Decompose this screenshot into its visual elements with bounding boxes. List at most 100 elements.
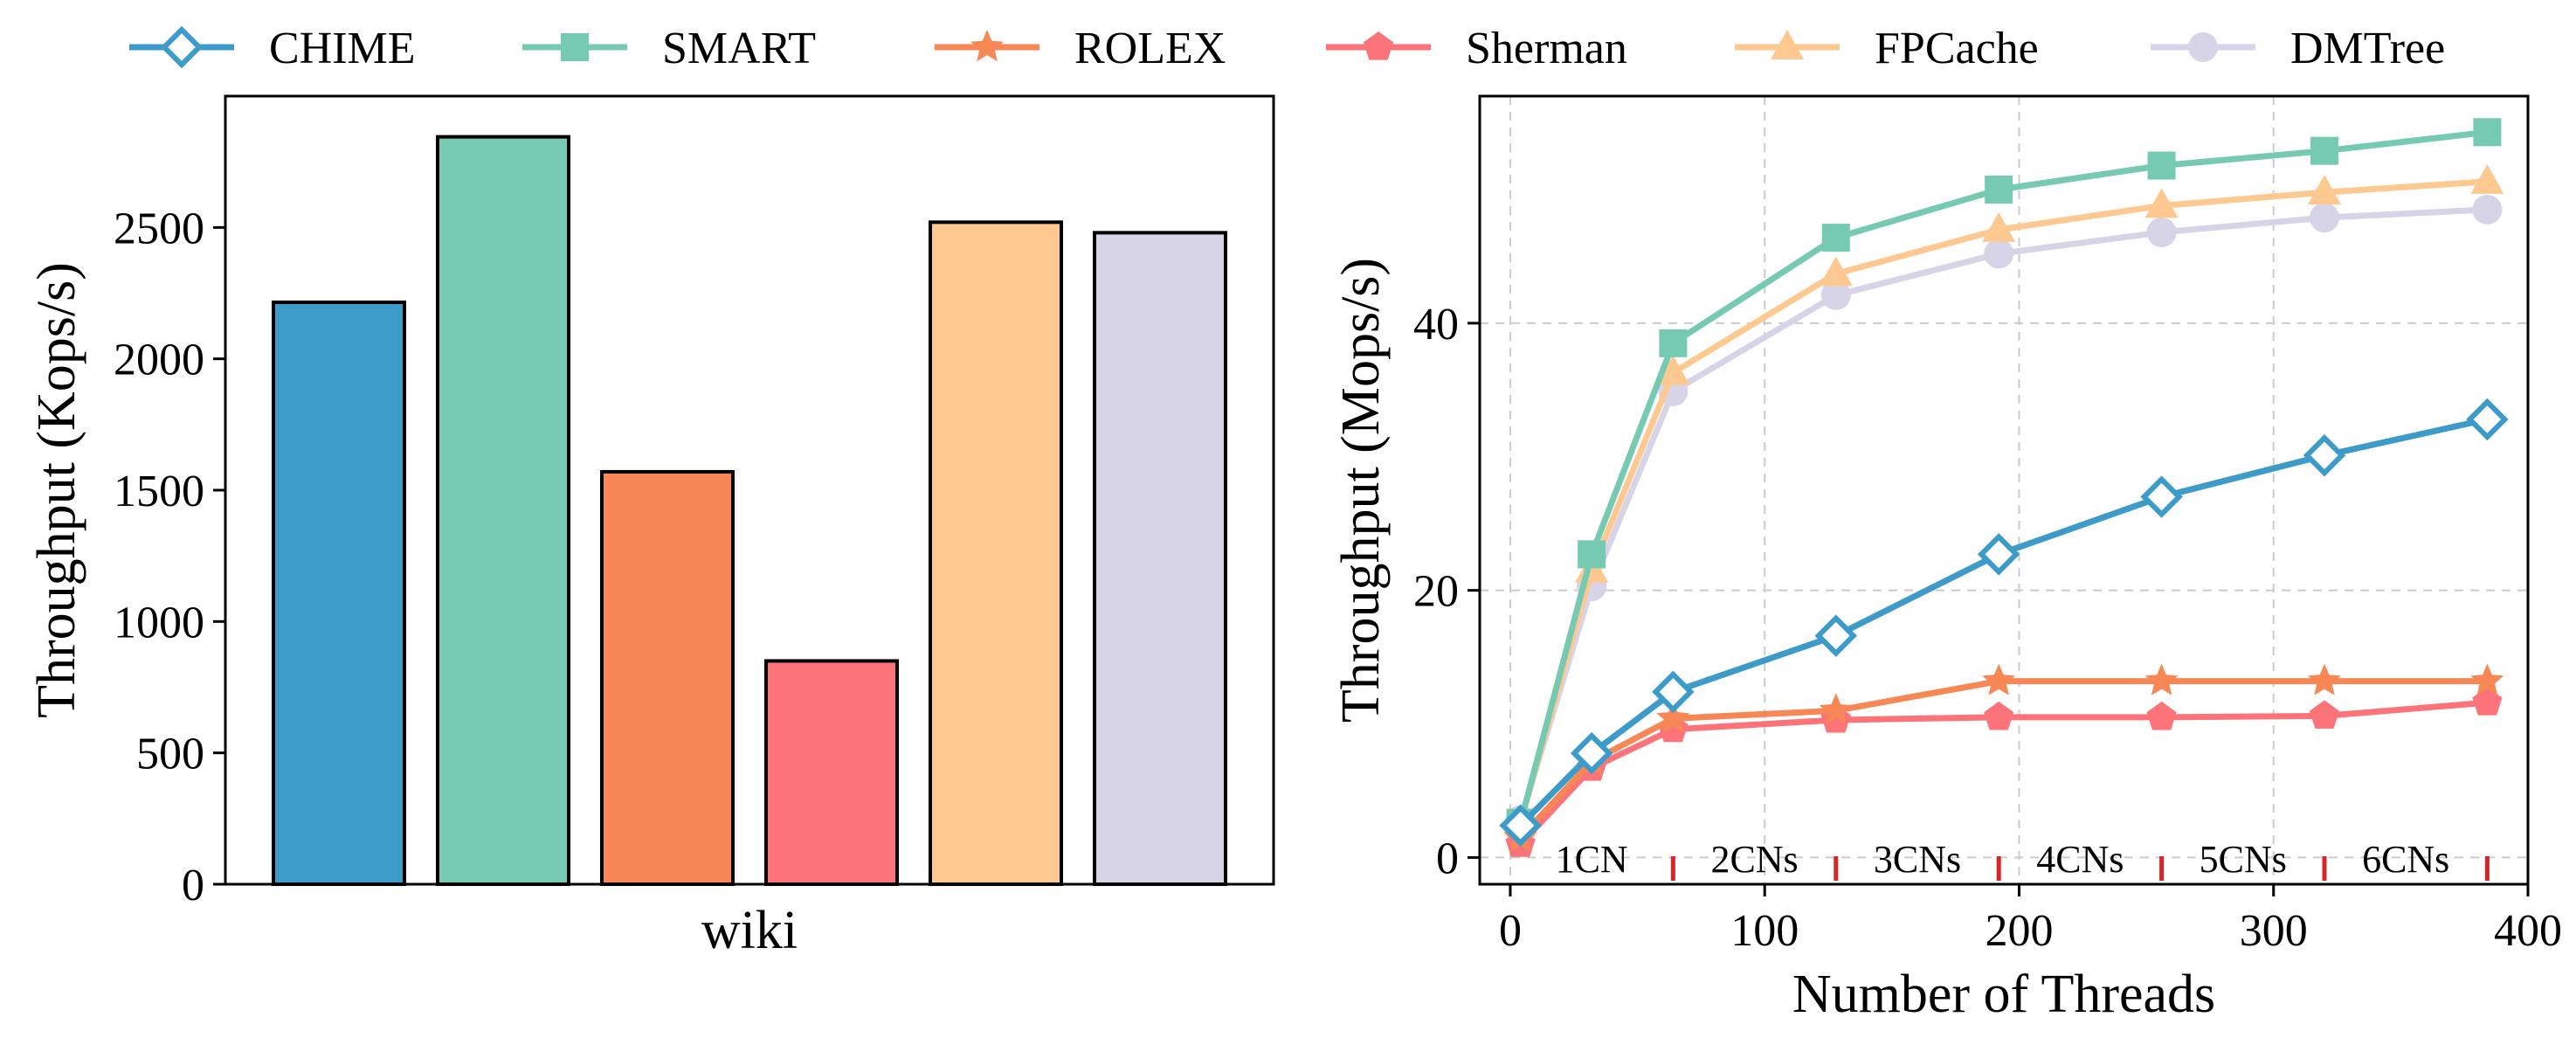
point-chime: [1814, 614, 1858, 657]
series-smart: [1506, 118, 2502, 837]
series-chime: [1499, 398, 2509, 847]
cn-annotation: 3CNs: [1874, 838, 1961, 881]
point-chime: [2303, 434, 2346, 477]
point-rolex: [1982, 663, 2016, 695]
legend-entry-smart: SMART: [522, 24, 816, 73]
bar-y-tick-label: 1500: [114, 467, 204, 516]
series-line-fpcache: [1517, 178, 2488, 824]
point-smart: [1659, 329, 1688, 357]
point-sherman: [2146, 701, 2177, 730]
point-smart: [1578, 540, 1606, 569]
bar-y-ticks: 0 500 1000 1500 2000 2500: [114, 204, 225, 910]
line-y-axis-label: Throughput (Mops/s): [1331, 258, 1391, 723]
point-smart: [1821, 224, 1850, 253]
point-smart: [2147, 151, 2176, 180]
line-y-tick-label: 40: [1413, 300, 1459, 349]
bar-fpcache: [929, 220, 1063, 886]
point-sherman: [2309, 700, 2340, 729]
series-sherman: [1505, 687, 2503, 857]
point-rolex: [2470, 663, 2504, 695]
legend-label-dmtree: DMTree: [2290, 24, 2445, 73]
line-ticks: 0 100 200 300 400 0 20 40: [1413, 300, 2562, 956]
point-dmtree: [1820, 280, 1851, 310]
bar-smart: [436, 135, 570, 886]
point-smart: [1985, 176, 2013, 204]
bar-chime: [272, 301, 406, 887]
legend-marker-rolex: [970, 30, 1004, 62]
legend-label-chime: CHIME: [269, 24, 416, 73]
line-x-axis-label: Number of Threads: [1792, 965, 2215, 1024]
point-smart: [2473, 118, 2502, 147]
bar-sherman: [764, 659, 899, 887]
legend-label-fpcache: FPCache: [1875, 24, 2039, 73]
bar-chart: 0 500 1000 1500 2000 2500 wiki Throughput (Ko…: [27, 94, 1275, 960]
series-line-smart: [1517, 128, 2488, 824]
line-x-tick-label: 0: [1499, 906, 1522, 956]
point-fpcache: [2470, 163, 2504, 194]
legend-marker-chime: [160, 25, 204, 69]
point-fpcache: [1819, 256, 1853, 287]
point-dmtree: [2146, 217, 2177, 247]
legend-marker-smart: [561, 33, 589, 61]
cn-annotation: 5CNs: [2200, 838, 2287, 881]
point-rolex: [1819, 693, 1853, 725]
bar-marks: [272, 135, 1227, 887]
line-chart-frame: [1478, 94, 2530, 886]
line-x-tick-label: 300: [2240, 906, 2308, 956]
point-chime: [2466, 398, 2509, 441]
point-dmtree: [1984, 239, 2014, 269]
point-sherman: [2472, 687, 2503, 716]
bar-y-tick-label: 1000: [114, 598, 204, 647]
legend-label-sherman: Sherman: [1466, 24, 1627, 73]
point-rolex: [1656, 701, 1690, 733]
line-y-tick-label: 20: [1413, 567, 1459, 617]
line-chart: 0 100 200 300 400 0 20 40 1CN 2CNs 3CNs 4CNs 5CNs 6C…: [1331, 94, 2562, 1024]
bar-y-axis-label: Throughput (Kops/s): [27, 262, 86, 718]
legend: CHIME SMART ROLEX Sherman FPCache DMTree: [129, 24, 2445, 73]
cn-annotation: 1CN: [1556, 838, 1628, 881]
legend-entry-dmtree: DMTree: [2151, 24, 2445, 73]
legend-marker-fpcache: [1771, 30, 1804, 59]
legend-label-smart: SMART: [662, 24, 816, 73]
series-line-chime: [1518, 416, 2489, 828]
bar-dmtree: [1093, 231, 1227, 886]
point-chime: [1499, 804, 1542, 847]
bar-y-tick-label: 2000: [114, 336, 204, 385]
legend-entry-rolex: ROLEX: [935, 24, 1226, 73]
legend-label-rolex: ROLEX: [1074, 24, 1226, 73]
cn-annotation: 6CNs: [2362, 838, 2449, 881]
legend-entry-chime: CHIME: [129, 24, 416, 73]
bar-y-tick-label: 2500: [114, 204, 204, 253]
line-x-tick-label: 100: [1730, 906, 1799, 956]
legend-entry-fpcache: FPCache: [1735, 24, 2039, 73]
point-smart: [2310, 136, 2338, 165]
bar-x-category-label: wiki: [701, 901, 798, 960]
line-marks: [1499, 118, 2509, 857]
point-chime: [1652, 670, 1695, 714]
legend-entry-sherman: Sherman: [1326, 24, 1627, 73]
point-fpcache: [1982, 211, 2016, 242]
point-fpcache: [2307, 175, 2341, 205]
bar-rolex: [600, 469, 735, 886]
point-sherman: [1984, 701, 2014, 730]
line-y-tick-label: 0: [1436, 834, 1459, 883]
line-x-tick-label: 200: [1985, 906, 2053, 956]
point-dmtree: [2472, 194, 2503, 225]
cn-annotation: 4CNs: [2036, 838, 2124, 881]
bar-y-tick-label: 500: [136, 730, 204, 779]
series-line-sherman: [1518, 699, 2488, 847]
legend-marker-sherman: [1363, 31, 1394, 60]
cn-annotation: 2CNs: [1710, 838, 1798, 881]
line-x-tick-label: 400: [2494, 906, 2562, 956]
bar-y-tick-label: 0: [182, 861, 204, 910]
point-dmtree: [2309, 203, 2339, 233]
point-rolex: [2144, 663, 2179, 695]
point-fpcache: [2144, 188, 2179, 218]
point-chime: [2140, 475, 2183, 518]
point-chime: [1570, 731, 1613, 775]
point-rolex: [2308, 663, 2341, 695]
legend-marker-dmtree: [2188, 32, 2218, 62]
line-annotations: 1CN 2CNs 3CNs 4CNs 5CNs 6CNs: [1556, 838, 2490, 881]
point-chime: [1977, 533, 2020, 576]
